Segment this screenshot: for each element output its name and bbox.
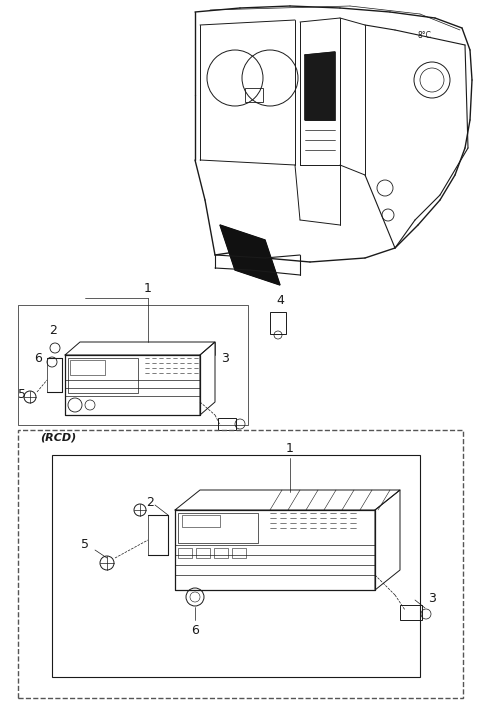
Text: 4: 4: [276, 293, 284, 307]
Bar: [214, 548, 228, 558]
Bar: [178, 548, 192, 558]
Text: 6: 6: [34, 351, 42, 364]
Bar: [68, 358, 138, 393]
Bar: [18, 305, 248, 425]
Text: 6: 6: [191, 623, 199, 636]
Polygon shape: [305, 52, 335, 120]
Text: 2: 2: [49, 324, 57, 337]
Text: 1: 1: [286, 442, 294, 454]
Bar: [400, 605, 422, 620]
Text: 3: 3: [221, 351, 229, 364]
Bar: [218, 418, 236, 430]
Bar: [245, 88, 263, 102]
Text: 2: 2: [146, 496, 154, 508]
Text: 8°C: 8°C: [418, 31, 432, 40]
Text: (RCD): (RCD): [40, 433, 76, 443]
Bar: [182, 515, 220, 527]
Bar: [270, 312, 286, 334]
Bar: [232, 548, 246, 558]
Bar: [52, 455, 420, 677]
Bar: [70, 360, 105, 375]
Text: 5: 5: [18, 388, 26, 401]
Text: 3: 3: [428, 591, 436, 604]
Bar: [18, 430, 463, 698]
Polygon shape: [220, 225, 280, 285]
Text: 5: 5: [81, 538, 89, 552]
Bar: [196, 548, 210, 558]
Text: 1: 1: [144, 281, 152, 295]
Bar: [178, 513, 258, 543]
